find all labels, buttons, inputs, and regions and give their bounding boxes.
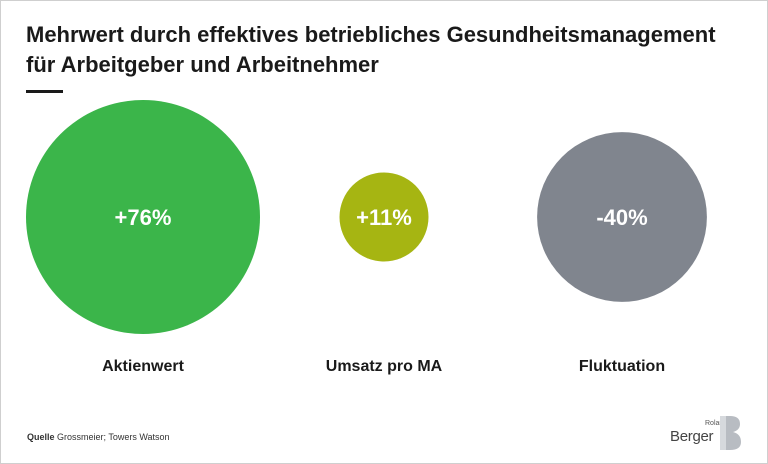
value-label-umsatz-pro-ma: +11% bbox=[356, 205, 412, 230]
title-line-1: Mehrwert durch effektives betriebliches … bbox=[26, 22, 716, 47]
source-key: Quelle bbox=[27, 432, 55, 442]
source-text: Grossmeier; Towers Watson bbox=[57, 432, 170, 442]
logo-roland-text: Roland bbox=[705, 420, 728, 427]
logo-b-mark-icon bbox=[720, 416, 741, 450]
logo-berger-text: Berger bbox=[670, 428, 714, 445]
bubble-umsatz-pro-ma bbox=[339, 172, 429, 262]
value-label-fluktuation: -40% bbox=[596, 205, 647, 230]
category-label-aktienwert: Aktienwert bbox=[102, 358, 184, 375]
category-label-umsatz-pro-ma: Umsatz pro MA bbox=[326, 358, 443, 375]
title-line-2: für Arbeitgeber und Arbeitnehmer bbox=[26, 52, 379, 77]
source-note: Quelle Grossmeier; Towers Watson bbox=[27, 432, 170, 442]
category-label-fluktuation: Fluktuation bbox=[579, 358, 665, 375]
value-label-aktienwert: +76% bbox=[115, 205, 172, 230]
chart-title: Mehrwert durch effektives betriebliches … bbox=[26, 20, 746, 80]
bubble-aktienwert bbox=[26, 100, 260, 334]
title-underline bbox=[26, 90, 63, 93]
bubble-fluktuation bbox=[537, 132, 707, 302]
roland-berger-logo: Roland Berger bbox=[670, 414, 744, 452]
